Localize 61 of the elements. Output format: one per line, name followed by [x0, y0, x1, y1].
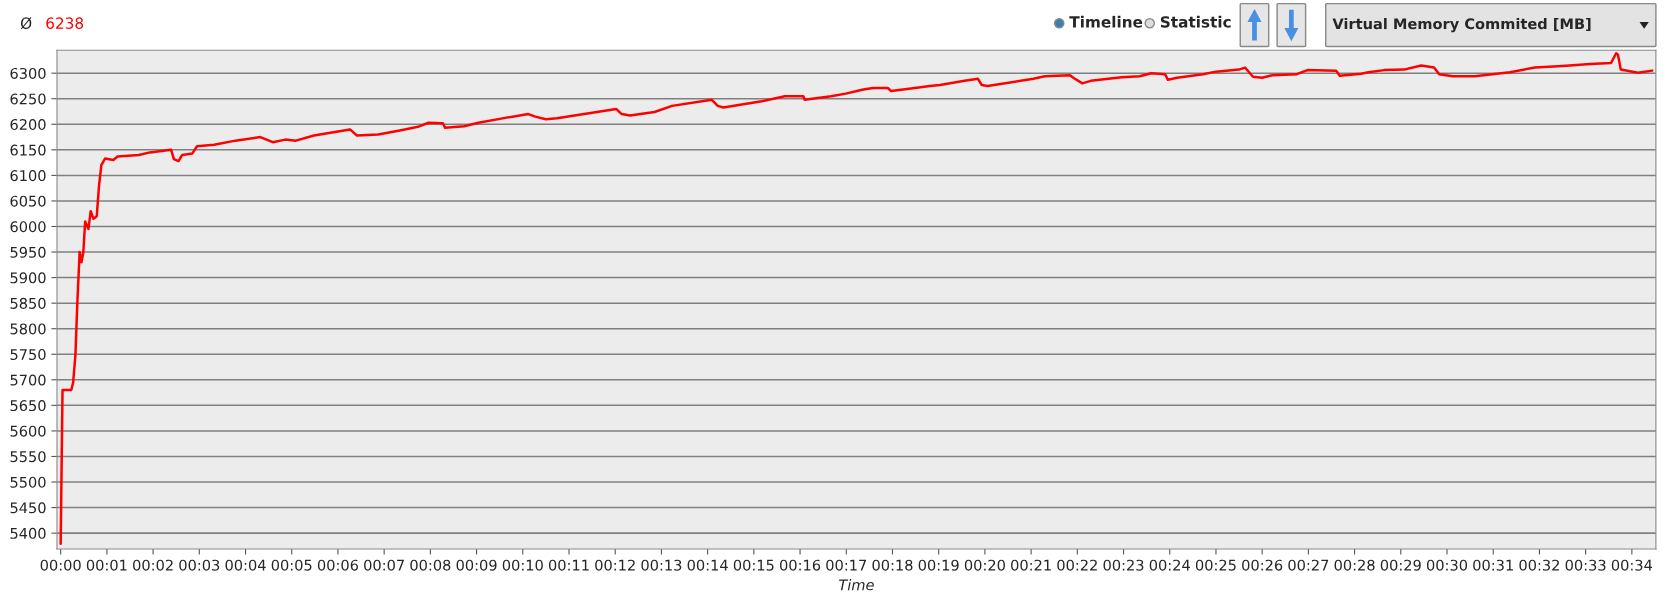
x-tick-label: 00:28	[1334, 559, 1375, 571]
x-tick-label: 00:15	[733, 559, 774, 571]
x-tick-label: 00:09	[456, 559, 497, 571]
x-tick-label: 00:25	[1195, 559, 1236, 571]
x-tick-label: 00:03	[179, 559, 220, 571]
x-tick-label: 00:08	[410, 559, 451, 571]
y-tick-label: 6300	[10, 67, 46, 79]
text: Ø	[20, 17, 32, 30]
y-tick-label: 5450	[10, 502, 46, 514]
x-tick-label: 00:16	[780, 559, 821, 571]
x-tick-label: 00:20	[964, 559, 1005, 571]
y-tick-label: 5900	[10, 272, 46, 284]
x-tick-label: 00:31	[1473, 559, 1513, 571]
y-tick-label: 5400	[10, 527, 46, 539]
y-tick-label: 6100	[10, 170, 46, 182]
x-tick-label: 00:19	[918, 559, 959, 571]
x-tick-label: 00:05	[271, 559, 312, 571]
y-tick-label: 5850	[10, 297, 46, 309]
y-tick-label: 5650	[10, 400, 46, 412]
y-axis-title: Virtual Memory Commited [MB]	[1332, 17, 1591, 33]
y-tick-label: 5700	[10, 374, 46, 386]
x-tick-label: 00:27	[1288, 559, 1329, 571]
x-tick-label: 00:04	[225, 559, 266, 571]
x-tick-label: 00:21	[1011, 559, 1051, 571]
y-tick-label: 5600	[10, 425, 46, 437]
x-tick-label: 00:00	[40, 559, 81, 571]
y-tick-label: 6150	[10, 144, 46, 156]
x-tick-label: 00:26	[1242, 559, 1283, 571]
x-tick-label: 00:34	[1611, 559, 1653, 571]
x-tick-label: 00:02	[133, 559, 173, 571]
x-tick-label: 00:17	[826, 559, 867, 571]
x-tick-label: 00:11	[548, 559, 589, 571]
text: Statistic	[1160, 15, 1231, 28]
y-tick-label: 5950	[10, 246, 46, 258]
x-tick-label: 00:24	[1149, 559, 1190, 571]
y-tick-label: 5800	[10, 323, 46, 335]
x-tick-label: 00:14	[687, 559, 728, 571]
text: 6238	[46, 17, 84, 29]
y-tick-label: 5750	[10, 348, 46, 360]
x-tick-label: 00:23	[1103, 559, 1144, 571]
y-tick-label: 6200	[10, 119, 46, 131]
x-tick-label: 00:07	[364, 559, 404, 571]
x-tick-label: 00:30	[1426, 559, 1468, 571]
text: Timeline	[1069, 15, 1143, 28]
y-tick-label: 5500	[10, 476, 46, 488]
x-tick-label: 00:06	[317, 559, 359, 571]
x-axis-title: Time	[838, 579, 874, 591]
x-tick-label: 00:12	[595, 559, 635, 571]
line-series	[59, 52, 1654, 546]
y-tick-label: 6000	[10, 221, 46, 233]
x-tick-label: 00:18	[872, 559, 913, 571]
y-tick-label: 6050	[10, 195, 46, 207]
x-tick-label: 00:10	[502, 559, 543, 571]
y-tick-label: 6250	[10, 93, 46, 105]
y-tick-label: 5550	[10, 451, 46, 463]
x-tick-label: 00:32	[1519, 559, 1559, 571]
x-tick-label: 00:13	[641, 559, 682, 571]
x-tick-label: 00:22	[1057, 559, 1097, 571]
x-tick-label: 00:33	[1565, 559, 1606, 571]
x-tick-label: 00:01	[86, 559, 127, 571]
x-tick-label: 00:29	[1380, 559, 1421, 571]
